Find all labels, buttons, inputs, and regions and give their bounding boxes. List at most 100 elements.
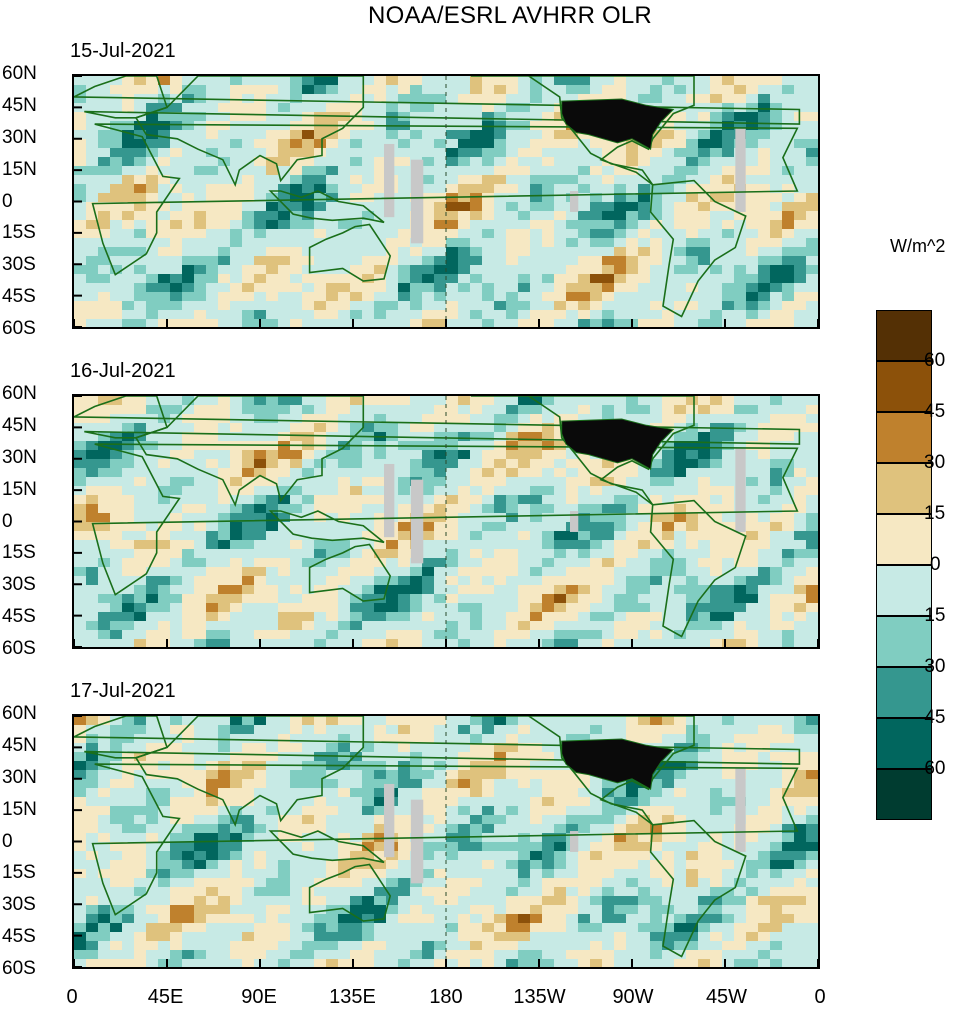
- olr-cell: [482, 76, 495, 86]
- olr-cell: [170, 310, 183, 320]
- olr-cell: [206, 621, 219, 631]
- olr-cell: [350, 585, 363, 595]
- olr-cell: [74, 923, 87, 933]
- olr-cell: [446, 522, 459, 532]
- olr-cell: [458, 265, 471, 275]
- olr-cell: [518, 504, 531, 514]
- olr-cell: [206, 211, 219, 221]
- olr-cell: [422, 851, 435, 861]
- olr-cell: [326, 495, 339, 505]
- olr-cell: [194, 459, 207, 469]
- olr-cell: [614, 175, 627, 185]
- olr-cell: [494, 878, 507, 888]
- olr-cell: [170, 914, 183, 924]
- olr-cell: [86, 797, 99, 807]
- olr-cell: [362, 504, 375, 514]
- olr-cell: [614, 459, 627, 469]
- olr-cell: [674, 585, 687, 595]
- olr-cell: [374, 770, 387, 780]
- olr-cell: [482, 513, 495, 523]
- olr-cell: [482, 495, 495, 505]
- olr-cell: [146, 148, 159, 158]
- olr-cell: [626, 824, 639, 834]
- olr-cell: [590, 319, 603, 327]
- olr-cell: [146, 531, 159, 541]
- olr-cell: [266, 770, 279, 780]
- olr-cell: [98, 157, 111, 167]
- olr-cell: [134, 914, 147, 924]
- olr-cell: [230, 504, 243, 514]
- olr-cell: [254, 878, 267, 888]
- olr-cell: [518, 725, 531, 735]
- olr-cell: [530, 743, 543, 753]
- olr-cell: [194, 558, 207, 568]
- olr-cell: [122, 148, 135, 158]
- olr-cell: [314, 283, 327, 293]
- olr-cell: [266, 558, 279, 568]
- olr-cell: [242, 247, 255, 257]
- olr-cell: [566, 486, 579, 496]
- olr-cell: [746, 522, 759, 532]
- olr-cell: [434, 716, 447, 726]
- olr-cell: [122, 833, 135, 843]
- olr-cell: [362, 405, 375, 415]
- olr-cell: [542, 441, 555, 451]
- olr-cell: [758, 193, 771, 203]
- olr-cell: [242, 184, 255, 194]
- olr-cell: [170, 824, 183, 834]
- olr-cell: [218, 423, 231, 433]
- olr-cell: [218, 396, 231, 406]
- olr-cell: [566, 256, 579, 266]
- olr-cell: [638, 869, 651, 879]
- olr-cell: [494, 283, 507, 293]
- olr-cell: [638, 896, 651, 906]
- olr-cell: [194, 274, 207, 284]
- olr-cell: [194, 612, 207, 622]
- olr-cell: [530, 175, 543, 185]
- olr-cell: [338, 310, 351, 320]
- olr-cell: [434, 310, 447, 320]
- olr-cell: [530, 522, 543, 532]
- olr-cell: [170, 256, 183, 266]
- olr-cell: [494, 103, 507, 113]
- olr-cell: [566, 274, 579, 284]
- olr-cell: [698, 301, 711, 311]
- olr-cell: [230, 238, 243, 248]
- olr-cell: [446, 603, 459, 613]
- olr-cell: [722, 310, 735, 320]
- olr-cell: [398, 743, 411, 753]
- olr-cell: [638, 585, 651, 595]
- olr-cell: [470, 405, 483, 415]
- olr-cell: [590, 914, 603, 924]
- olr-cell: [770, 112, 783, 122]
- olr-cell: [218, 283, 231, 293]
- olr-cell: [194, 85, 207, 95]
- olr-cell: [146, 310, 159, 320]
- olr-cell: [590, 202, 603, 212]
- olr-cell: [146, 405, 159, 415]
- olr-cell: [86, 85, 99, 95]
- olr-cell: [206, 743, 219, 753]
- olr-cell: [662, 716, 675, 726]
- olr-cell: [266, 139, 279, 149]
- olr-cell: [506, 310, 519, 320]
- olr-cell: [662, 761, 675, 771]
- olr-cell: [410, 283, 423, 293]
- olr-cell: [410, 450, 423, 460]
- olr-cell: [398, 504, 411, 514]
- olr-cell: [662, 121, 675, 131]
- olr-cell: [410, 734, 423, 744]
- olr-cell: [662, 450, 675, 460]
- olr-cell: [218, 549, 231, 559]
- olr-cell: [482, 797, 495, 807]
- olr-cell: [458, 743, 471, 753]
- olr-cell: [158, 558, 171, 568]
- olr-cell: [170, 797, 183, 807]
- olr-cell: [158, 265, 171, 275]
- olr-cell: [470, 310, 483, 320]
- olr-cell: [302, 522, 315, 532]
- olr-cell: [314, 85, 327, 95]
- olr-cell: [326, 576, 339, 586]
- olr-cell: [614, 621, 627, 631]
- olr-cell: [254, 265, 267, 275]
